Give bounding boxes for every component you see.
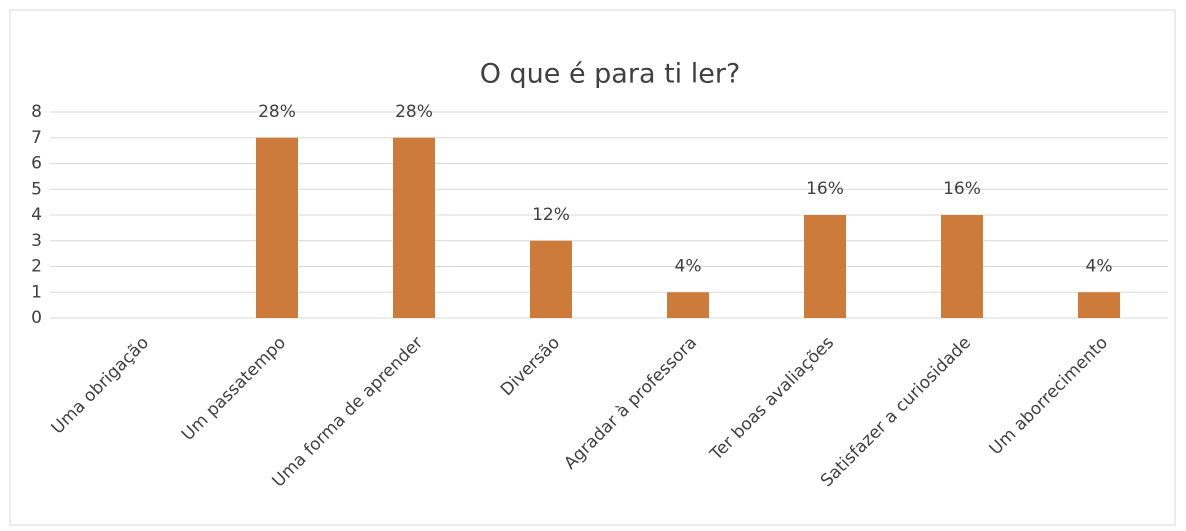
data-label: 16% [943,179,981,199]
bar [667,292,709,318]
chart-title: O que é para ti ler? [480,59,741,90]
data-label: 4% [675,256,702,276]
y-tick-label: 3 [31,231,42,251]
bar [804,215,846,318]
bar [256,137,298,318]
y-tick-label: 7 [31,128,42,148]
data-label: 16% [806,179,844,199]
y-tick-label: 6 [31,154,42,174]
y-tick-label: 8 [31,102,42,122]
y-tick-label: 4 [31,205,42,225]
y-tick-label: 2 [31,257,42,277]
y-tick-label: 5 [31,179,42,199]
data-label: 12% [532,205,570,225]
data-label: 28% [395,102,433,122]
bar [393,137,435,318]
y-tick-label: 1 [31,282,42,302]
bar [941,215,983,318]
data-label: 28% [258,102,296,122]
y-tick-label: 0 [31,308,42,328]
bar [1078,292,1120,318]
data-label: 4% [1086,256,1113,276]
bar [530,240,572,318]
